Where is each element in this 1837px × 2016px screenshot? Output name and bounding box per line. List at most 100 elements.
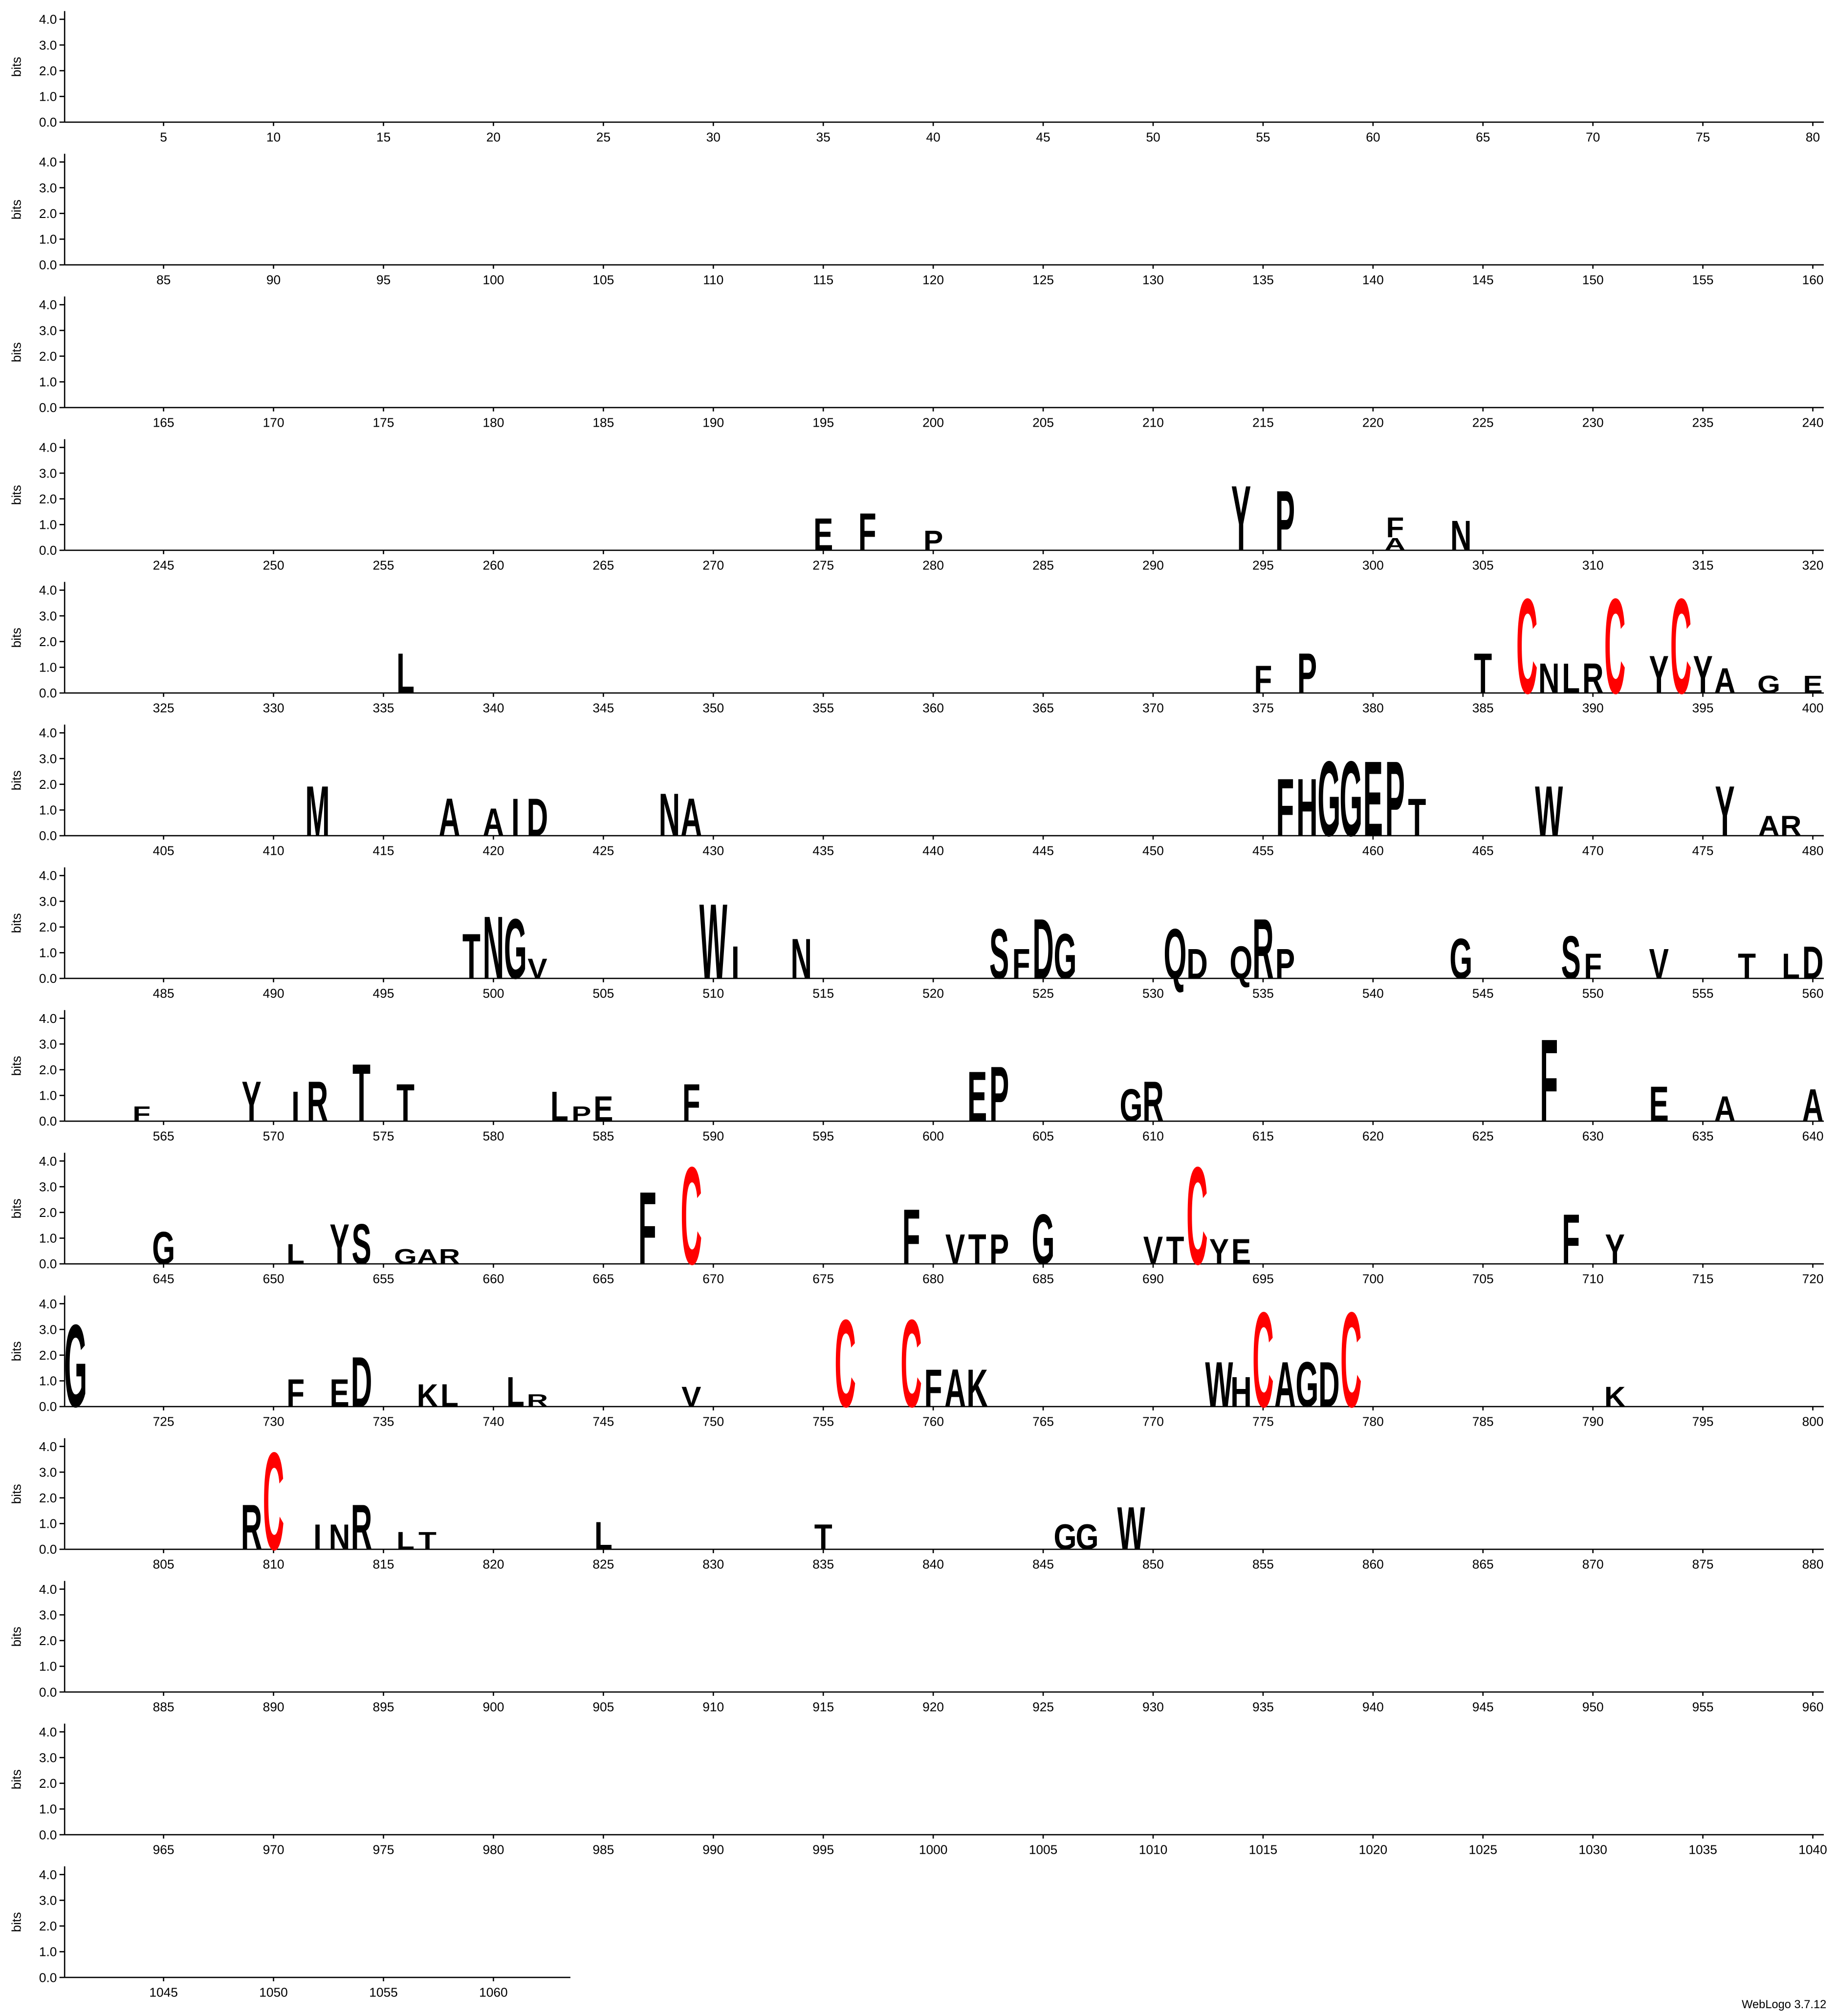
x-tick-label: 55 xyxy=(1256,130,1270,144)
x-tick-label: 390 xyxy=(1582,700,1604,715)
logo-letter: F xyxy=(1584,947,1602,987)
x-tick-label: 395 xyxy=(1692,700,1714,715)
x-tick-label: 720 xyxy=(1802,1271,1824,1286)
y-tick-label: 0.0 xyxy=(39,1970,57,1985)
x-tick-label: 40 xyxy=(926,130,940,144)
x-tick-label: 365 xyxy=(1032,700,1054,715)
logo-letter: F xyxy=(902,1192,920,1280)
logo-letter: H xyxy=(1230,1368,1252,1416)
logo-letter: P xyxy=(989,1050,1009,1138)
x-tick-label: 970 xyxy=(263,1843,284,1857)
x-tick-label: 110 xyxy=(703,272,723,287)
y-tick-label: 4.0 xyxy=(39,726,57,740)
logo-letter: P xyxy=(1275,940,1295,988)
x-tick-label: 200 xyxy=(922,415,944,430)
x-tick-label: 565 xyxy=(153,1128,175,1143)
y-axis-label: bits xyxy=(9,199,24,219)
y-tick-label: 3.0 xyxy=(39,323,57,338)
x-tick-label: 945 xyxy=(1472,1700,1494,1714)
logo-letter: F xyxy=(682,1073,700,1133)
x-tick-label: 730 xyxy=(263,1414,284,1429)
logo-letter: P xyxy=(923,524,943,557)
x-tick-label: 240 xyxy=(1802,415,1824,430)
x-tick-label: 995 xyxy=(812,1843,834,1857)
logo-letter: G xyxy=(1054,920,1077,993)
x-tick-label: 905 xyxy=(592,1700,614,1714)
logo-letter: E xyxy=(1231,1232,1251,1272)
x-tick-label: 95 xyxy=(376,272,391,287)
x-tick-label: 210 xyxy=(1142,415,1164,430)
logo-letter: T xyxy=(1474,641,1492,705)
x-tick-label: 300 xyxy=(1362,558,1384,572)
logo-letter: E xyxy=(1803,670,1822,698)
logo-letter: V xyxy=(527,953,547,985)
logo-letter: F xyxy=(1276,761,1294,853)
x-tick-label: 375 xyxy=(1252,700,1274,715)
x-tick-label: 535 xyxy=(1252,986,1274,1000)
y-axis-label: bits xyxy=(9,57,24,77)
x-tick-label: 1015 xyxy=(1249,1843,1278,1857)
logo-letter: I xyxy=(291,1083,300,1130)
y-tick-label: 3.0 xyxy=(39,1465,57,1479)
logo-letter: D xyxy=(1032,901,1054,997)
x-tick-label: 560 xyxy=(1802,986,1824,1000)
x-tick-label: 1025 xyxy=(1469,1843,1498,1857)
logo-letter: R xyxy=(1142,1070,1164,1134)
logo-letter: F xyxy=(286,1372,305,1415)
x-tick-label: 620 xyxy=(1362,1128,1384,1143)
y-tick-label: 4.0 xyxy=(39,1439,57,1454)
y-tick-label: 4.0 xyxy=(39,1297,57,1311)
x-tick-label: 5 xyxy=(160,130,167,144)
x-tick-label: 500 xyxy=(482,986,504,1000)
x-tick-label: 225 xyxy=(1472,415,1494,430)
y-tick-label: 0.0 xyxy=(39,1114,57,1128)
logo-letter: S xyxy=(351,1213,371,1277)
x-tick-label: 340 xyxy=(482,700,504,715)
logo-letter: N xyxy=(1450,512,1472,560)
logo-letter: V xyxy=(1143,1229,1163,1273)
logo-letter: A xyxy=(944,1358,966,1418)
logo-letter: E xyxy=(329,1372,349,1415)
x-tick-label: 890 xyxy=(263,1700,284,1714)
y-tick-label: 1.0 xyxy=(39,89,57,104)
x-tick-label: 275 xyxy=(812,558,834,572)
y-tick-label: 2.0 xyxy=(39,206,57,221)
x-tick-label: 370 xyxy=(1142,700,1164,715)
logo-letter: L xyxy=(594,1515,612,1558)
logo-letter: Y xyxy=(1209,1232,1229,1272)
x-tick-label: 635 xyxy=(1692,1128,1714,1143)
x-tick-label: 235 xyxy=(1692,415,1714,430)
x-tick-label: 855 xyxy=(1252,1557,1274,1572)
logo-letter: C xyxy=(1340,1284,1362,1436)
y-tick-label: 3.0 xyxy=(39,1607,57,1622)
y-tick-label: 2.0 xyxy=(39,492,57,506)
x-tick-label: 270 xyxy=(702,558,724,572)
x-tick-label: 745 xyxy=(592,1414,614,1429)
logo-letter: F xyxy=(1386,512,1404,544)
x-tick-label: 1010 xyxy=(1139,1843,1168,1857)
y-tick-label: 1.0 xyxy=(39,660,57,675)
y-tick-label: 1.0 xyxy=(39,803,57,818)
logo-letter: W xyxy=(1205,1348,1233,1421)
x-tick-label: 630 xyxy=(1582,1128,1604,1143)
logo-letter: Q xyxy=(1229,936,1252,988)
x-tick-label: 920 xyxy=(922,1700,944,1714)
logo-letter: L xyxy=(396,1526,415,1555)
x-tick-label: 455 xyxy=(1252,843,1274,858)
y-tick-label: 4.0 xyxy=(39,12,57,27)
y-tick-label: 0.0 xyxy=(39,971,57,986)
x-tick-label: 120 xyxy=(922,272,944,287)
x-tick-label: 265 xyxy=(592,558,614,572)
x-tick-label: 435 xyxy=(812,843,834,858)
x-tick-label: 950 xyxy=(1582,1700,1604,1714)
x-tick-label: 965 xyxy=(153,1843,175,1857)
x-tick-label: 755 xyxy=(812,1414,834,1429)
logo-letter: I xyxy=(511,787,520,847)
x-tick-label: 790 xyxy=(1582,1414,1604,1429)
x-tick-label: 445 xyxy=(1032,843,1054,858)
logo-letter: G xyxy=(1032,1199,1055,1279)
x-tick-label: 660 xyxy=(482,1271,504,1286)
x-tick-label: 320 xyxy=(1802,558,1824,572)
